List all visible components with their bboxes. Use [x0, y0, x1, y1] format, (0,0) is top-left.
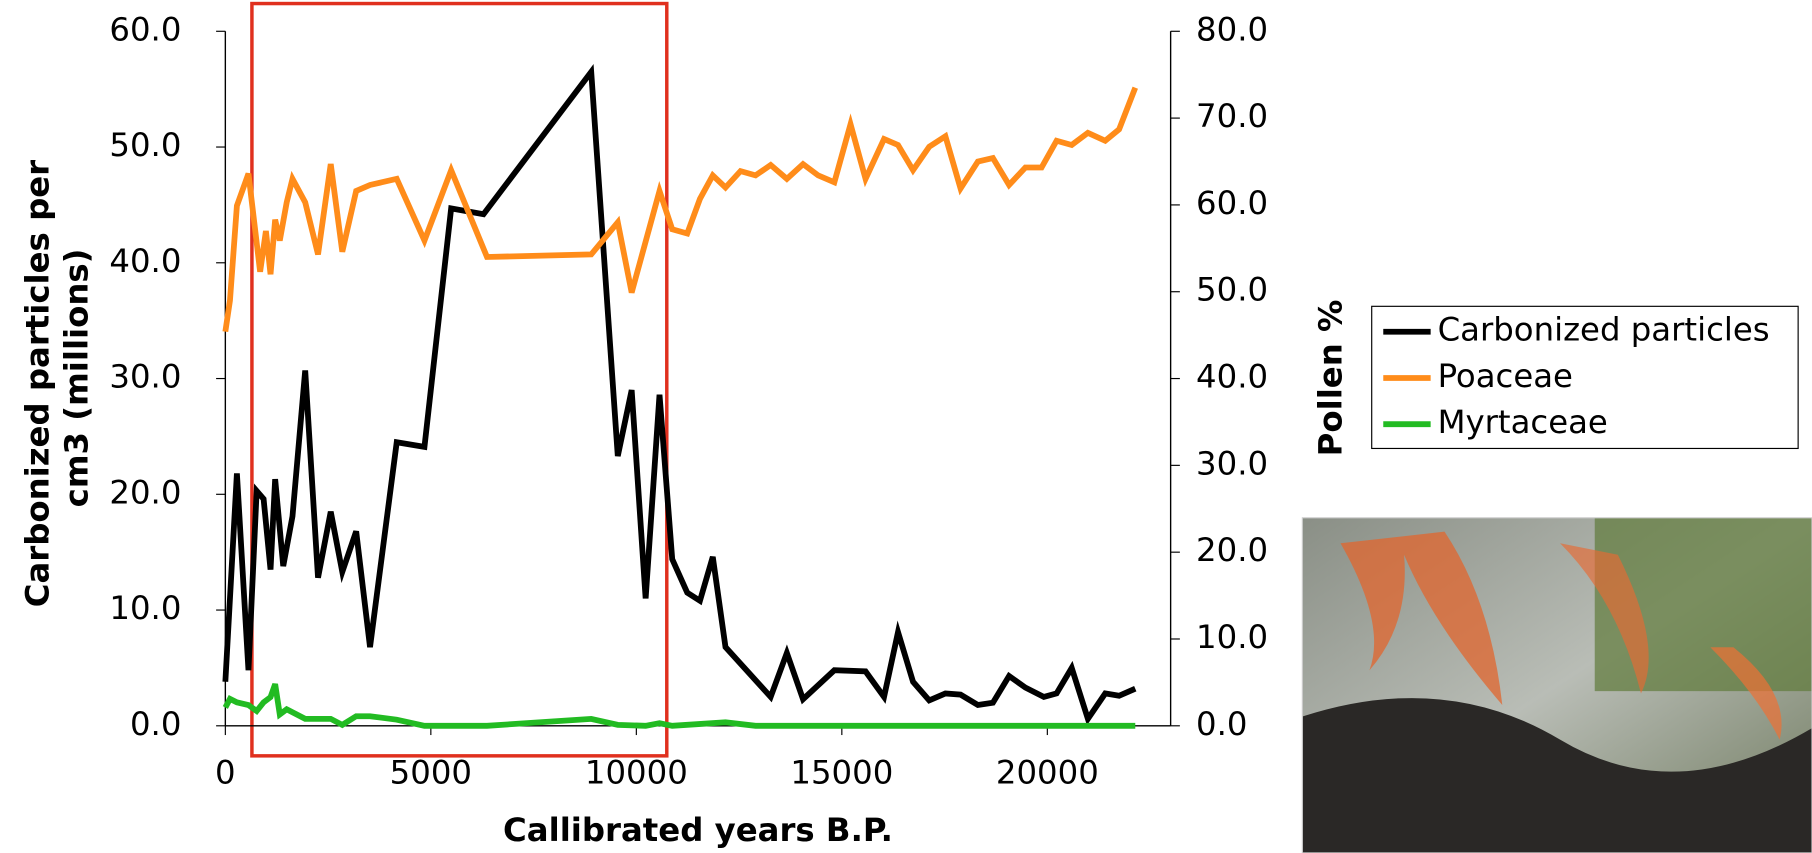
- y2-tick-label: 30.0: [1196, 444, 1268, 482]
- legend-label: Myrtaceae: [1438, 403, 1608, 441]
- y-tick-label: 50.0: [109, 126, 181, 164]
- y-axis-title: Carbonized particles per cm3 (millions): [18, 149, 95, 608]
- x-axis-title: Callibrated years B.P.: [503, 811, 893, 849]
- x-tick-label: 15000: [790, 753, 893, 791]
- y2-tick-label: 10.0: [1196, 618, 1268, 656]
- y2-tick-label: 60.0: [1196, 184, 1268, 222]
- x-tick-label: 5000: [390, 753, 472, 791]
- y-tick-label: 30.0: [109, 358, 181, 396]
- photo: [1302, 518, 1812, 853]
- y-tick-label: 40.0: [109, 242, 181, 280]
- x-tick-label: 10000: [585, 753, 688, 791]
- y-axis-title-line: cm3 (millions): [58, 249, 96, 508]
- legend-label: Carbonized particles: [1438, 311, 1770, 349]
- x-tick-label: 20000: [996, 753, 1099, 791]
- data-line: [225, 88, 1135, 332]
- y2-tick-label: 70.0: [1196, 97, 1268, 135]
- y-tick-label: 20.0: [109, 473, 181, 511]
- y2-tick-label: 50.0: [1196, 271, 1268, 309]
- y2-tick-label: 80.0: [1196, 10, 1268, 48]
- legend-label: Poaceae: [1438, 357, 1573, 395]
- y2-tick-label: 20.0: [1196, 531, 1268, 569]
- y2-tick-label: 0.0: [1196, 705, 1247, 743]
- y-tick-label: 0.0: [130, 705, 181, 743]
- chart: Callibrated years B.P. Carbonized partic…: [0, 0, 1812, 853]
- y2-tick-label: 40.0: [1196, 358, 1268, 396]
- y-tick-label: 10.0: [109, 589, 181, 627]
- y2-axis-title: Pollen %: [1311, 300, 1349, 457]
- y-tick-label: 60.0: [109, 10, 181, 48]
- highlight-box: [252, 4, 667, 756]
- x-tick-label: 0: [215, 753, 236, 791]
- y-axis-title-line: Carbonized particles per: [18, 160, 56, 607]
